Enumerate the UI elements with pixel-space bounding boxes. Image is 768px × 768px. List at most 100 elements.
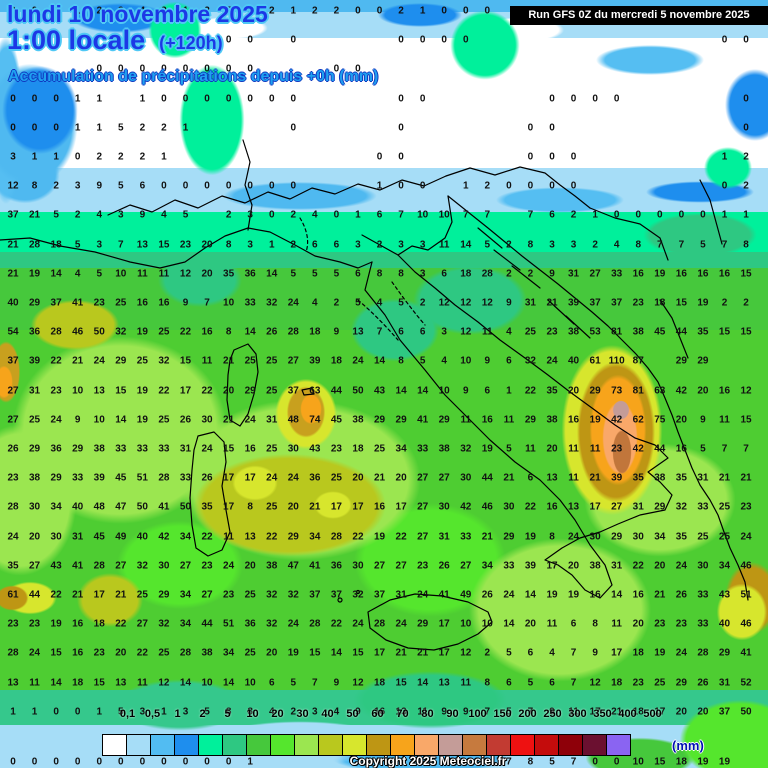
grid-value: 35	[546, 385, 558, 397]
grid-value: 21	[654, 589, 666, 601]
legend-color-box	[486, 734, 511, 756]
grid-value: 11	[525, 443, 536, 455]
grid-value: 0	[290, 180, 297, 192]
grid-value: 10	[632, 756, 644, 768]
grid-value: 23	[654, 618, 666, 630]
grid-value: 9	[333, 326, 340, 338]
grid-value: 61	[589, 355, 601, 367]
grid-value: 20	[524, 618, 536, 630]
grid-value: 33	[697, 618, 709, 630]
grid-value: 14	[611, 589, 623, 601]
grid-value: 5	[700, 239, 706, 251]
grid-value: 0	[398, 122, 404, 134]
grid-value: 25	[266, 443, 278, 455]
grid-value: 24	[503, 589, 515, 601]
grid-value: 29	[417, 618, 429, 630]
grid-value: 18	[654, 297, 666, 309]
grid-value: 6	[268, 677, 275, 689]
grid-value: 38	[266, 560, 278, 572]
grid-value: 24	[223, 560, 235, 572]
grid-value: 38	[567, 326, 580, 338]
grid-value: 1	[419, 5, 426, 17]
grid-value: 21	[28, 209, 41, 221]
grid-value: 9	[549, 706, 555, 718]
grid-value: 38	[352, 414, 364, 426]
grid-value: 27	[417, 531, 429, 543]
grid-value: 2	[290, 209, 297, 221]
grid-value: 0	[182, 63, 189, 75]
grid-value: 37	[7, 209, 19, 221]
grid-value: 38	[438, 443, 450, 455]
grid-value: 20	[244, 560, 256, 572]
grid-value: 2	[96, 151, 103, 163]
grid-value: 1	[182, 122, 189, 134]
grid-value: 27	[201, 589, 213, 601]
legend-color-box	[102, 734, 127, 756]
grid-value: 6	[527, 472, 534, 484]
legend-threshold-label: 2	[199, 708, 206, 720]
grid-value: 41	[417, 414, 429, 426]
grid-value: 5	[74, 239, 81, 251]
grid-value: 8	[484, 677, 491, 689]
grid-value: 0	[570, 93, 577, 105]
legend-color-box	[318, 734, 343, 756]
grid-value: 12	[7, 180, 19, 192]
grid-value: 0	[247, 180, 253, 192]
grid-value: 2	[743, 297, 749, 309]
grid-value: 0	[398, 180, 404, 192]
grid-value: 41	[72, 297, 84, 309]
grid-value: 26	[266, 326, 278, 338]
grid-value: 15	[158, 239, 170, 251]
grid-value: 23	[179, 239, 192, 251]
grid-value: 27	[28, 560, 41, 572]
grid-value: 30	[201, 414, 213, 426]
grid-value: 23	[28, 618, 41, 630]
grid-value: 11	[546, 618, 558, 630]
grid-value: 11	[158, 268, 170, 280]
grid-value: 0	[484, 5, 491, 17]
grid-value: 15	[309, 647, 321, 659]
grid-value: 36	[50, 443, 62, 455]
grid-value: 1	[462, 180, 469, 192]
grid-value: 7	[376, 326, 383, 338]
grid-value: 10	[438, 209, 450, 221]
grid-value: 11	[482, 326, 493, 338]
grid-value: 24	[287, 618, 299, 630]
legend-threshold-label: 10	[246, 708, 259, 720]
grid-value: 1	[247, 756, 253, 768]
grid-value: 39	[567, 297, 580, 309]
grid-value: 0	[225, 34, 232, 46]
grid-value: 3	[182, 706, 189, 718]
grid-value: 16	[546, 501, 558, 513]
grid-value: 26	[179, 414, 192, 426]
legend-color-box	[462, 734, 487, 756]
grid-value: 19	[654, 268, 666, 280]
grid-value: 10	[438, 385, 450, 397]
grid-value: 19	[50, 618, 62, 630]
legend-threshold-label: 500	[643, 708, 662, 720]
grid-value: 19	[546, 589, 558, 601]
grid-value: 43	[50, 560, 62, 572]
grid-value: 15	[223, 443, 235, 455]
grid-value: 7	[570, 756, 577, 768]
grid-value: 5	[118, 706, 124, 718]
grid-value: 32	[266, 297, 278, 309]
grid-value: 34	[179, 589, 192, 601]
grid-value: 21	[223, 355, 235, 367]
legend-threshold-label: 50	[346, 708, 359, 720]
grid-value: 8	[31, 180, 38, 192]
grid-value: 18	[373, 677, 386, 689]
grid-value: 42	[611, 414, 623, 426]
grid-value: 5	[506, 443, 512, 455]
legend-threshold-label: 90	[446, 708, 459, 720]
grid-value: 0	[96, 63, 103, 75]
grid-value: 5	[398, 297, 404, 309]
grid-value: 2	[484, 647, 491, 659]
grid-value: 0	[657, 209, 663, 221]
grid-value: 10	[201, 677, 213, 689]
grid-value: 29	[28, 297, 41, 309]
grid-value: 50	[136, 501, 148, 513]
grid-value: 30	[460, 472, 472, 484]
grid-value: 25	[697, 531, 709, 543]
